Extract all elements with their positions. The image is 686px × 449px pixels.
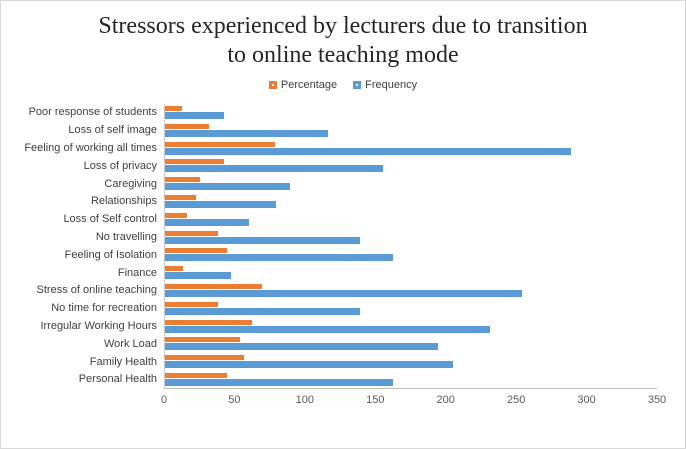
x-tick-label: 100: [295, 394, 315, 407]
frequency-bar: [165, 272, 232, 280]
frequency-bar: [165, 289, 523, 297]
frequency-bar: [165, 147, 572, 155]
percentage-bar: [165, 266, 184, 272]
frequency-bar: [165, 183, 291, 191]
frequency-bar: [165, 343, 438, 351]
percentage-bar: [165, 141, 275, 147]
category-label: Stress of online teaching: [36, 284, 157, 297]
legend-label: Percentage: [280, 78, 338, 91]
bar-group: [164, 228, 657, 246]
percentage-bar: [165, 230, 219, 236]
percentage-bar: [165, 372, 227, 378]
x-tick-label: 200: [436, 394, 455, 407]
legend-item-frequency: Frequency: [353, 79, 417, 91]
legend-marker-icon: [268, 80, 277, 89]
percentage-bar: [165, 159, 225, 165]
bar-group: [164, 317, 657, 335]
legend-marker-icon: [353, 80, 362, 89]
category-label: Relationships: [90, 195, 157, 208]
chart-row: Loss of privacy: [1, 156, 657, 175]
bar-group: [164, 245, 657, 264]
bar-group: [164, 139, 657, 157]
bar-group: [164, 299, 657, 318]
percentage-bar: [165, 319, 253, 325]
chart-rows: Poor response of students Loss of self im…: [1, 103, 657, 389]
category-label: No travelling: [95, 231, 157, 244]
percentage-bar: [165, 123, 209, 129]
frequency-bar: [165, 307, 361, 315]
frequency-bar: [165, 236, 361, 244]
chart-title: Stressors experienced by lecturers due t…: [98, 13, 588, 68]
chart-row: Feeling of working all times: [1, 139, 657, 157]
chart-row: Stress of online teaching: [1, 281, 657, 300]
legend-label: Frequency: [365, 78, 418, 91]
x-tick-label: 150: [366, 394, 385, 407]
chart-row: Poor response of students: [1, 103, 657, 122]
frequency-bar: [165, 165, 383, 173]
frequency-bar: [165, 254, 393, 262]
percentage-bar: [165, 212, 188, 218]
frequency-bar: [165, 218, 250, 226]
category-label: Poor response of students: [28, 106, 157, 119]
category-label: Loss of privacy: [83, 159, 157, 172]
category-label: Caregiving: [104, 177, 157, 190]
frequency-bar: [165, 361, 454, 369]
x-tick-label: 50: [228, 394, 241, 407]
chart-row: Loss of Self control: [1, 210, 657, 229]
category-label: No time for recreation: [51, 302, 157, 315]
percentage-bar: [165, 248, 227, 254]
bar-group: [164, 334, 657, 353]
chart-row: Finance: [1, 263, 657, 282]
category-label: Work Load: [104, 337, 157, 350]
percentage-bar: [165, 194, 196, 200]
percentage-bar: [165, 355, 244, 361]
x-tick-label: 350: [647, 394, 667, 407]
x-tick-label: 0: [160, 394, 168, 407]
percentage-bar: [165, 337, 240, 343]
frequency-bar: [165, 200, 277, 208]
category-label: Personal Health: [78, 373, 157, 386]
x-tick-label: 300: [577, 394, 596, 407]
frequency-bar: [165, 111, 225, 119]
frequency-bar: [165, 378, 393, 386]
chart-row: Loss of self image: [1, 121, 657, 140]
bar-group: [164, 103, 657, 122]
percentage-bar: [165, 177, 201, 183]
category-label: Feeling of working all times: [24, 142, 157, 155]
chart-row: Personal Health: [1, 370, 657, 389]
bar-group: [164, 174, 657, 193]
chart-row: No time for recreation: [1, 299, 657, 318]
percentage-bar: [165, 283, 262, 289]
x-axis: 0 50 100 150 200 250 300 350: [160, 388, 666, 409]
frequency-bar: [165, 129, 329, 137]
category-label: Loss of Self control: [63, 213, 157, 226]
x-tick-label: 250: [506, 394, 526, 407]
chart-row: Feeling of Isolation: [1, 245, 657, 264]
bar-group: [164, 352, 657, 371]
chart-row: Family Health: [1, 352, 657, 371]
percentage-bar: [165, 105, 182, 111]
bar-group: [164, 210, 657, 229]
category-label: Finance: [117, 266, 157, 279]
chart-legend: Percentage Frequency: [1, 79, 685, 91]
legend-item-percentage: Percentage: [268, 78, 338, 91]
frequency-bar: [165, 325, 490, 333]
bar-group: [164, 156, 657, 175]
bar-group: [164, 192, 657, 211]
chart-row: Work Load: [1, 334, 657, 353]
category-label: Loss of self image: [68, 124, 157, 137]
chart-row: Irregular Working Hours: [1, 317, 657, 335]
bar-group: [164, 370, 657, 389]
category-label: Family Health: [89, 355, 157, 368]
chart-row: Relationships: [1, 192, 657, 211]
chart-row: Caregiving: [1, 174, 657, 193]
bar-group: [164, 263, 657, 282]
category-label: Feeling of Isolation: [64, 248, 157, 261]
category-label: Irregular Working Hours: [40, 320, 157, 333]
percentage-bar: [165, 301, 219, 307]
chart-row: No travelling: [1, 228, 657, 246]
bar-group: [164, 281, 657, 300]
bar-group: [164, 121, 657, 140]
